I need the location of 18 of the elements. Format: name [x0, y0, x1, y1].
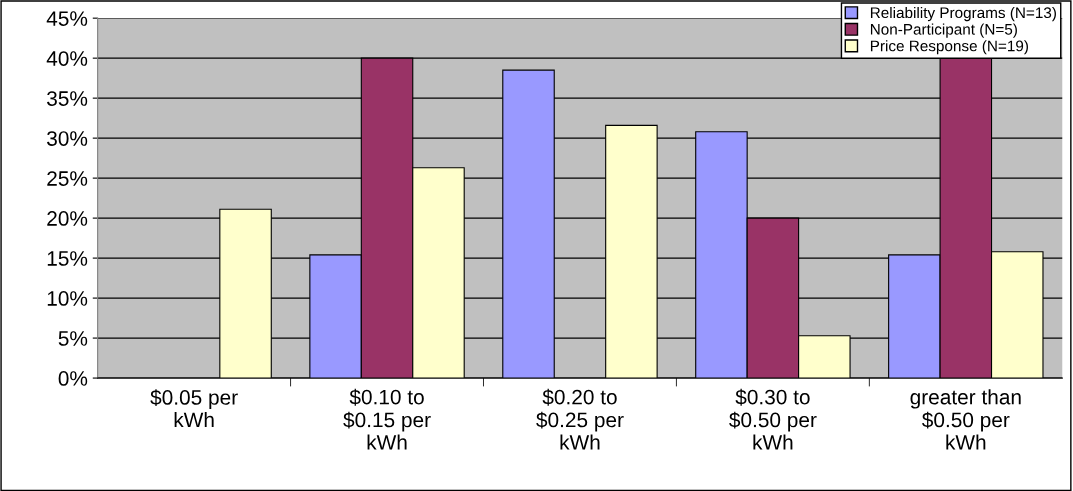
- y-tick-label: 10%: [47, 291, 88, 306]
- x-tick-label: greater than $0.50 per kWh: [910, 389, 1021, 450]
- y-tick-label: 45%: [46, 11, 88, 26]
- y-tick-label: 30%: [47, 131, 88, 146]
- x-tick-label: $0.20 to $0.25 per kWh: [536, 388, 624, 450]
- y-tick-label: 35%: [47, 91, 88, 106]
- legend-label: Non-Participant (N=5): [870, 23, 1017, 38]
- y-tick-label: 40%: [46, 51, 88, 66]
- y-tick-label: 25%: [47, 171, 88, 186]
- y-tick-label: 0%: [58, 371, 88, 386]
- legend-label: Reliability Programs (N=13): [870, 6, 1056, 22]
- x-tick-label: $0.30 to $0.50 per kWh: [729, 388, 817, 450]
- y-tick-label: 5%: [58, 331, 88, 346]
- x-tick-label: $0.10 to $0.15 per kWh: [343, 388, 431, 450]
- y-tick-label: 15%: [47, 251, 88, 266]
- x-tick-label: $0.05 per kWh: [150, 389, 238, 428]
- y-tick-label: 20%: [47, 211, 88, 226]
- legend-label: Price Response (N=19): [870, 40, 1028, 55]
